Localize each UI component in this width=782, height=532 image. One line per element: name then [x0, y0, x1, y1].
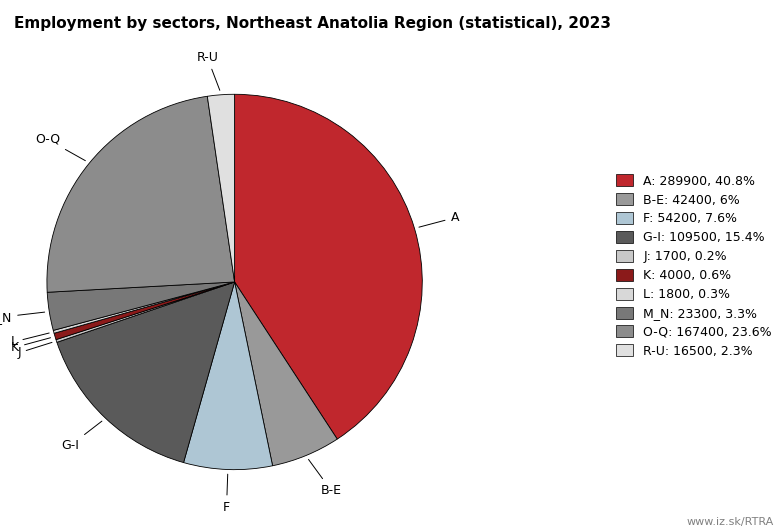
Text: Employment by sectors, Northeast Anatolia Region (statistical), 2023: Employment by sectors, Northeast Anatoli… [14, 16, 612, 31]
Wedge shape [53, 282, 235, 333]
Wedge shape [235, 282, 337, 466]
Text: F: F [223, 474, 230, 513]
Text: B-E: B-E [309, 460, 342, 497]
Wedge shape [57, 282, 235, 462]
Legend: A: 289900, 40.8%, B-E: 42400, 6%, F: 54200, 7.6%, G-I: 109500, 15.4%, J: 1700, 0: A: 289900, 40.8%, B-E: 42400, 6%, F: 542… [615, 174, 772, 358]
Wedge shape [235, 94, 422, 439]
Wedge shape [207, 94, 235, 282]
Wedge shape [56, 282, 235, 342]
Text: R-U: R-U [196, 51, 220, 90]
Wedge shape [54, 282, 235, 339]
Wedge shape [184, 282, 273, 470]
Text: L: L [10, 333, 49, 348]
Text: J: J [17, 343, 52, 359]
Text: O-Q: O-Q [35, 133, 85, 161]
Text: M_N: M_N [0, 311, 45, 324]
Text: www.iz.sk/RTRA: www.iz.sk/RTRA [687, 517, 774, 527]
Text: K: K [11, 338, 51, 354]
Wedge shape [47, 96, 235, 292]
Wedge shape [47, 282, 235, 330]
Text: G-I: G-I [62, 421, 102, 452]
Text: A: A [419, 211, 459, 227]
